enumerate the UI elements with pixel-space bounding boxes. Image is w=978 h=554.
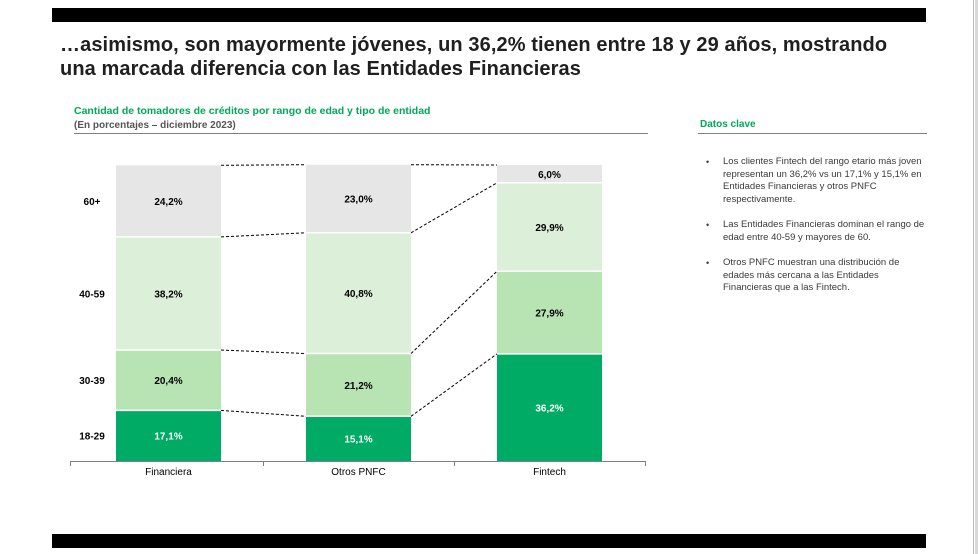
right-edge-shadow bbox=[975, 0, 978, 554]
category-label: Fintech bbox=[533, 467, 566, 478]
bar-segment bbox=[116, 410, 221, 461]
key-data-item: • Los clientes Fintech del rango etario … bbox=[706, 156, 928, 206]
data-label: 27,9% bbox=[535, 309, 563, 320]
bar-segment bbox=[306, 232, 411, 354]
data-label: 15,1% bbox=[344, 435, 372, 446]
connector-line bbox=[410, 353, 498, 417]
chart-subtitle: (En porcentajes – diciembre 2023) bbox=[74, 120, 236, 131]
key-data-title: Datos clave bbox=[700, 119, 756, 130]
data-label: 6,0% bbox=[538, 170, 561, 181]
connector-line bbox=[410, 270, 498, 354]
data-label: 23,0% bbox=[344, 195, 372, 206]
bar-segment bbox=[116, 350, 221, 411]
data-label: 36,2% bbox=[535, 403, 563, 414]
key-data-text: Otros PNFC muestran una distribución de … bbox=[723, 257, 900, 293]
bullet-icon: • bbox=[706, 157, 710, 167]
top-black-band bbox=[52, 8, 926, 22]
bottom-black-band bbox=[52, 534, 926, 548]
connector-line bbox=[220, 164, 307, 166]
key-data-text: Los clientes Fintech del rango etario má… bbox=[723, 156, 922, 205]
data-label: 40,8% bbox=[344, 289, 372, 300]
category-label: Otros PNFC bbox=[331, 467, 385, 478]
key-data-item: • Las Entidades Financieras dominan el r… bbox=[706, 219, 928, 244]
bar-segment bbox=[497, 182, 602, 272]
data-label: 17,1% bbox=[154, 432, 182, 443]
connector-line bbox=[220, 349, 307, 355]
slide-headline: …asimismo, son mayormente jóvenes, un 36… bbox=[60, 34, 888, 80]
data-label: 20,4% bbox=[154, 376, 182, 387]
series-label: 40-59 bbox=[79, 289, 105, 300]
bar-segment bbox=[116, 236, 221, 350]
key-data-text: Las Entidades Financieras dominan el ran… bbox=[723, 219, 925, 243]
key-data-list: • Los clientes Fintech del rango etario … bbox=[706, 156, 928, 308]
series-label: 30-39 bbox=[79, 376, 105, 387]
data-label: 21,2% bbox=[344, 381, 372, 392]
data-label: 24,2% bbox=[154, 197, 182, 208]
key-data-divider bbox=[698, 133, 927, 134]
right-edge-line bbox=[973, 0, 974, 554]
bullet-icon: • bbox=[706, 220, 710, 230]
data-label: 29,9% bbox=[535, 223, 563, 234]
bar-segment bbox=[306, 353, 411, 417]
chart-title: Cantidad de tomadores de créditos por ra… bbox=[74, 105, 431, 117]
bar-segment bbox=[306, 164, 411, 233]
bar-segment bbox=[497, 271, 602, 354]
series-label: 60+ bbox=[84, 197, 101, 208]
bar-segment bbox=[497, 165, 602, 183]
bar-segment bbox=[116, 165, 221, 237]
category-label: Financiera bbox=[145, 467, 192, 478]
bar-segment bbox=[497, 353, 602, 461]
bar-segment bbox=[306, 416, 411, 461]
connector-line bbox=[410, 182, 498, 234]
series-label: 18-29 bbox=[79, 432, 105, 443]
key-data-item: • Otros PNFC muestran una distribución d… bbox=[706, 257, 928, 295]
bullet-icon: • bbox=[706, 258, 710, 268]
connector-line bbox=[220, 409, 307, 417]
connector-line bbox=[220, 232, 307, 238]
data-label: 38,2% bbox=[154, 289, 182, 300]
chart-title-divider bbox=[74, 133, 648, 134]
